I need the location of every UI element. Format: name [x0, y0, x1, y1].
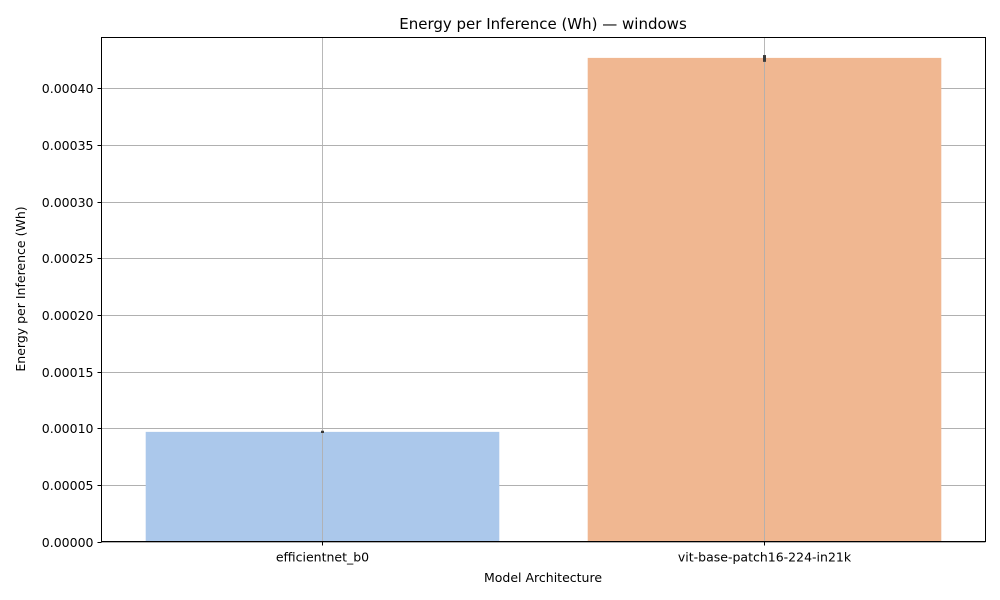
y-tick-label: 0.00010	[42, 421, 94, 436]
y-tick-label: 0.00025	[42, 251, 94, 266]
error-bars	[321, 55, 766, 433]
y-tick-label: 0.00035	[42, 138, 94, 153]
x-axis-label: Model Architecture	[484, 570, 602, 585]
y-tick-label: 0.00015	[42, 365, 94, 380]
y-tick-label: 0.00020	[42, 308, 94, 323]
x-tick-label: vit-base-patch16-224-in21k	[678, 550, 852, 565]
plot-frame	[101, 37, 986, 542]
y-tick-label: 0.00005	[42, 478, 94, 493]
y-tick-label: 0.00030	[42, 195, 94, 210]
y-tick-label: 0.00040	[42, 81, 94, 96]
x-tick-label: efficientnet_b0	[276, 550, 369, 565]
bars	[145, 57, 942, 542]
x-axis: efficientnet_b0 vit-base-patch16-224-in21…	[276, 541, 852, 565]
y-tick-label: 0.00000	[42, 535, 94, 550]
chart-title: Energy per Inference (Wh) — windows	[399, 15, 687, 33]
y-axis: 0.00000 0.00005 0.00010 0.00015 0.00020 0.000…	[42, 81, 102, 550]
vertical-grid	[322, 37, 765, 542]
y-axis-label: Energy per Inference (Wh)	[13, 206, 28, 371]
